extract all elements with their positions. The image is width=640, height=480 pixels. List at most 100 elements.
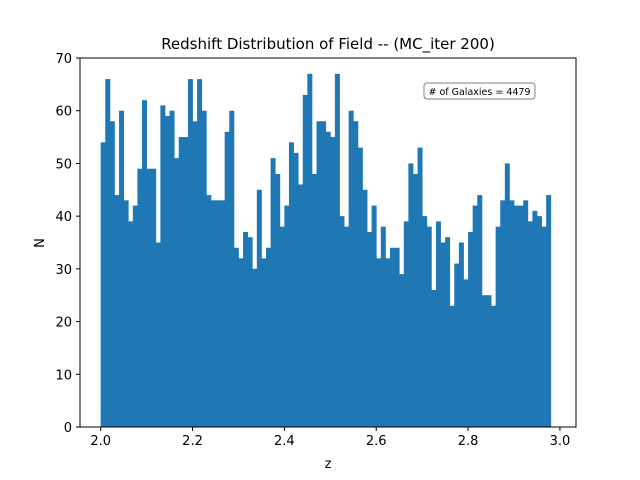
y-axis: 010203040506070 bbox=[55, 52, 80, 436]
histogram-bar bbox=[303, 95, 308, 427]
histogram-bar bbox=[165, 116, 170, 427]
histogram-bar bbox=[477, 195, 482, 427]
histogram-bar bbox=[101, 142, 106, 427]
histogram-bar bbox=[156, 243, 161, 428]
x-axis: 2.0 2.2 2.4 2.6 2.8 3.0 bbox=[90, 427, 570, 449]
histogram-bar bbox=[289, 142, 294, 427]
histogram-bar bbox=[280, 227, 285, 427]
histogram-bar bbox=[349, 111, 354, 427]
histogram-bar bbox=[500, 200, 505, 427]
histogram-bar bbox=[321, 121, 326, 427]
histogram-bar bbox=[491, 306, 496, 427]
x-tick-label: 2.4 bbox=[274, 434, 295, 449]
histogram-bar bbox=[238, 258, 243, 427]
y-tick-label: 40 bbox=[55, 210, 72, 225]
histogram-bar bbox=[147, 169, 152, 427]
histogram-bar bbox=[362, 190, 367, 427]
y-tick-label: 70 bbox=[55, 52, 72, 67]
histogram-bar bbox=[528, 221, 533, 427]
histogram-bar bbox=[431, 290, 436, 427]
histogram-bar bbox=[206, 195, 211, 427]
histogram-bar bbox=[105, 79, 110, 427]
histogram-bar bbox=[257, 190, 262, 427]
histogram-bar bbox=[537, 216, 542, 427]
histogram-bar bbox=[252, 269, 257, 427]
histogram-bar bbox=[367, 232, 372, 427]
histogram-bar bbox=[532, 211, 537, 427]
histogram-bar bbox=[128, 221, 133, 427]
histogram-bar bbox=[220, 200, 225, 427]
histogram-bar bbox=[215, 200, 220, 427]
histogram-bar bbox=[427, 227, 432, 427]
y-tick-label: 50 bbox=[55, 157, 72, 172]
y-tick-label: 30 bbox=[55, 263, 72, 278]
histogram-bar bbox=[482, 295, 487, 427]
histogram-bar bbox=[312, 174, 317, 427]
histogram-bar bbox=[436, 221, 441, 427]
chart-title: Redshift Distribution of Field -- (MC_it… bbox=[161, 35, 495, 54]
histogram-bar bbox=[459, 243, 464, 428]
histogram-bar bbox=[124, 200, 129, 427]
histogram-bar bbox=[523, 200, 528, 427]
histogram-bar bbox=[225, 132, 230, 427]
histogram-bar bbox=[179, 137, 184, 427]
x-tick-label: 2.0 bbox=[90, 434, 111, 449]
histogram-bar bbox=[202, 111, 207, 427]
x-tick-label: 3.0 bbox=[550, 434, 571, 449]
histogram-bar bbox=[271, 158, 276, 427]
histogram-bar bbox=[234, 248, 239, 427]
histogram-bar bbox=[486, 295, 491, 427]
histogram-bar bbox=[211, 200, 216, 427]
histogram-bar bbox=[463, 279, 468, 427]
histogram-bar bbox=[330, 137, 335, 427]
histogram-bar bbox=[390, 248, 395, 427]
histogram-bar bbox=[170, 111, 175, 427]
histogram-bar bbox=[445, 237, 450, 427]
histogram-bar bbox=[339, 216, 344, 427]
histogram-bar bbox=[174, 158, 179, 427]
histogram-bar bbox=[261, 258, 266, 427]
histogram-bar bbox=[294, 153, 299, 427]
histogram-bar bbox=[404, 221, 409, 427]
histogram-bar bbox=[344, 227, 349, 427]
histogram-bar bbox=[505, 163, 510, 427]
histogram-bar bbox=[542, 227, 547, 427]
annotation-text: # of Galaxies = 4479 bbox=[428, 87, 530, 98]
histogram-bar bbox=[514, 206, 519, 427]
y-axis-label: N bbox=[33, 238, 48, 248]
histogram-bar bbox=[193, 121, 198, 427]
histogram-bar bbox=[441, 243, 446, 428]
histogram-bar bbox=[509, 200, 514, 427]
histogram-bar bbox=[326, 132, 331, 427]
histogram-bar bbox=[413, 174, 418, 427]
histogram-bar bbox=[284, 206, 289, 427]
histogram-bar bbox=[110, 121, 115, 427]
histogram-bar bbox=[266, 248, 271, 427]
histogram-bar bbox=[160, 105, 165, 427]
histogram-bar bbox=[183, 137, 188, 427]
histogram-bar bbox=[243, 232, 248, 427]
histogram-bar bbox=[546, 195, 551, 427]
y-tick-label: 10 bbox=[55, 368, 72, 383]
histogram-bar bbox=[376, 258, 381, 427]
histogram-bar bbox=[395, 248, 400, 427]
bars-group bbox=[101, 74, 551, 427]
histogram-bar bbox=[422, 216, 427, 427]
y-tick-label: 20 bbox=[55, 316, 72, 331]
histogram-bar bbox=[317, 121, 322, 427]
histogram-bar bbox=[142, 100, 147, 427]
histogram-bar bbox=[418, 148, 423, 427]
histogram-bar bbox=[408, 163, 413, 427]
histogram-bar bbox=[335, 74, 340, 427]
histogram-bar bbox=[119, 111, 124, 427]
histogram-bar bbox=[151, 169, 156, 427]
histogram-bar bbox=[381, 227, 386, 427]
histogram-bar bbox=[450, 306, 455, 427]
histogram-bar bbox=[133, 206, 138, 427]
x-tick-label: 2.8 bbox=[458, 434, 479, 449]
histogram-bar bbox=[353, 121, 358, 427]
histogram-bar bbox=[307, 74, 312, 427]
histogram-bar bbox=[473, 206, 478, 427]
histogram-bar bbox=[298, 185, 303, 427]
histogram-bar bbox=[454, 264, 459, 427]
